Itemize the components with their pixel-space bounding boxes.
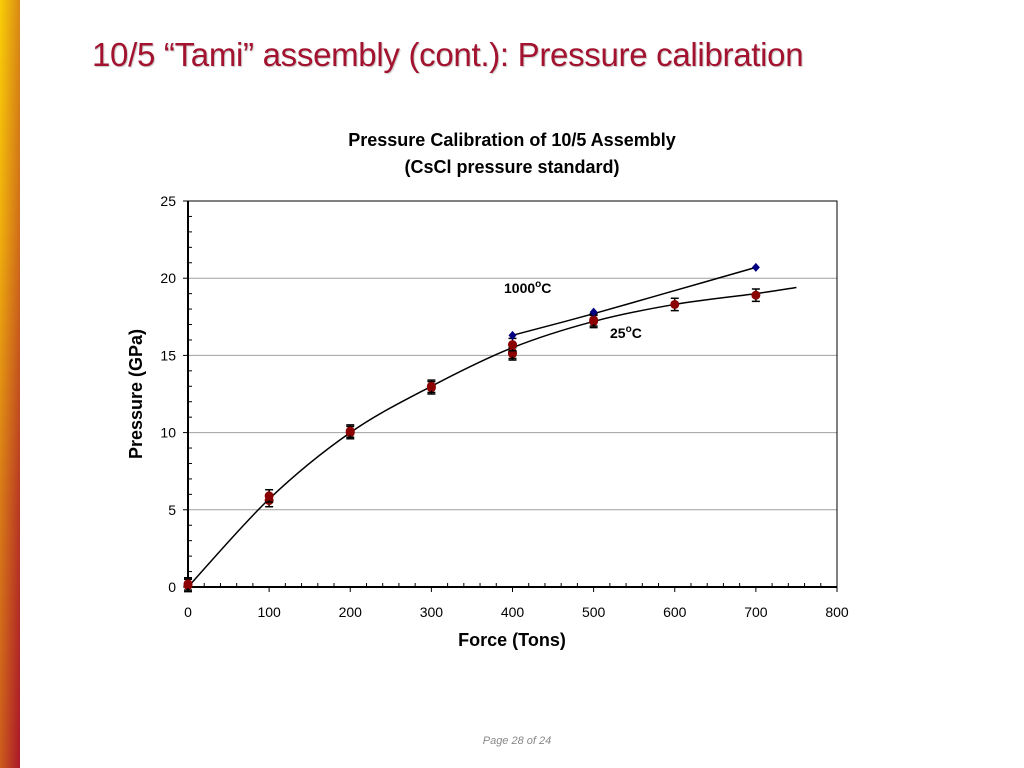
- plot-frame: [187, 200, 838, 588]
- x-tick-label: 700: [744, 604, 768, 620]
- fit-curve-25: [187, 286, 797, 588]
- x-tick-label: 500: [582, 604, 606, 620]
- x-tick-label: 300: [420, 604, 444, 620]
- data-point-1000: [751, 262, 760, 272]
- data-point-25: [264, 491, 274, 501]
- x-tick-label: 100: [257, 604, 281, 620]
- data-point-1000: [589, 307, 598, 317]
- chart-title: Pressure Calibration of 10/5 Assembly (C…: [212, 127, 812, 181]
- data-point-25: [426, 381, 436, 391]
- y-tick-label: 20: [160, 270, 176, 286]
- data-point-25: [670, 299, 680, 309]
- x-tick-label: 0: [184, 604, 192, 620]
- series-label-1000: 1000oC: [504, 279, 551, 296]
- page-footer: Page 28 of 24: [482, 735, 552, 747]
- x-axis-label: Force (Tons): [458, 630, 566, 650]
- data-point-25: [345, 426, 355, 436]
- data-point-25: [751, 290, 761, 300]
- y-tick-label: 25: [160, 193, 176, 209]
- decorative-sidebar: [0, 0, 20, 768]
- y-axis-label: Pressure (GPa): [126, 329, 146, 459]
- x-tick-label: 800: [825, 604, 849, 620]
- x-tick-label: 200: [339, 604, 363, 620]
- slide-title: 10/5 “Tami” assembly (cont.): Pressure c…: [92, 36, 804, 73]
- data-point-25: [508, 340, 517, 350]
- data-point-25: [589, 315, 599, 325]
- fit-curve-1000: [512, 266, 757, 337]
- y-tick-label: 0: [168, 579, 176, 595]
- x-tick-label: 400: [501, 604, 525, 620]
- x-tick-label: 600: [663, 604, 687, 620]
- chart-title-line2: (CsCl pressure standard): [404, 157, 620, 177]
- data-point-25: [183, 579, 193, 589]
- y-tick-label: 10: [160, 425, 176, 441]
- y-tick-label: 15: [160, 347, 176, 363]
- chart-title-line1: Pressure Calibration of 10/5 Assembly: [348, 130, 676, 150]
- data-point-1000: [508, 330, 517, 340]
- y-tick-label: 5: [168, 502, 176, 518]
- series-label-25: 25oC: [610, 324, 642, 341]
